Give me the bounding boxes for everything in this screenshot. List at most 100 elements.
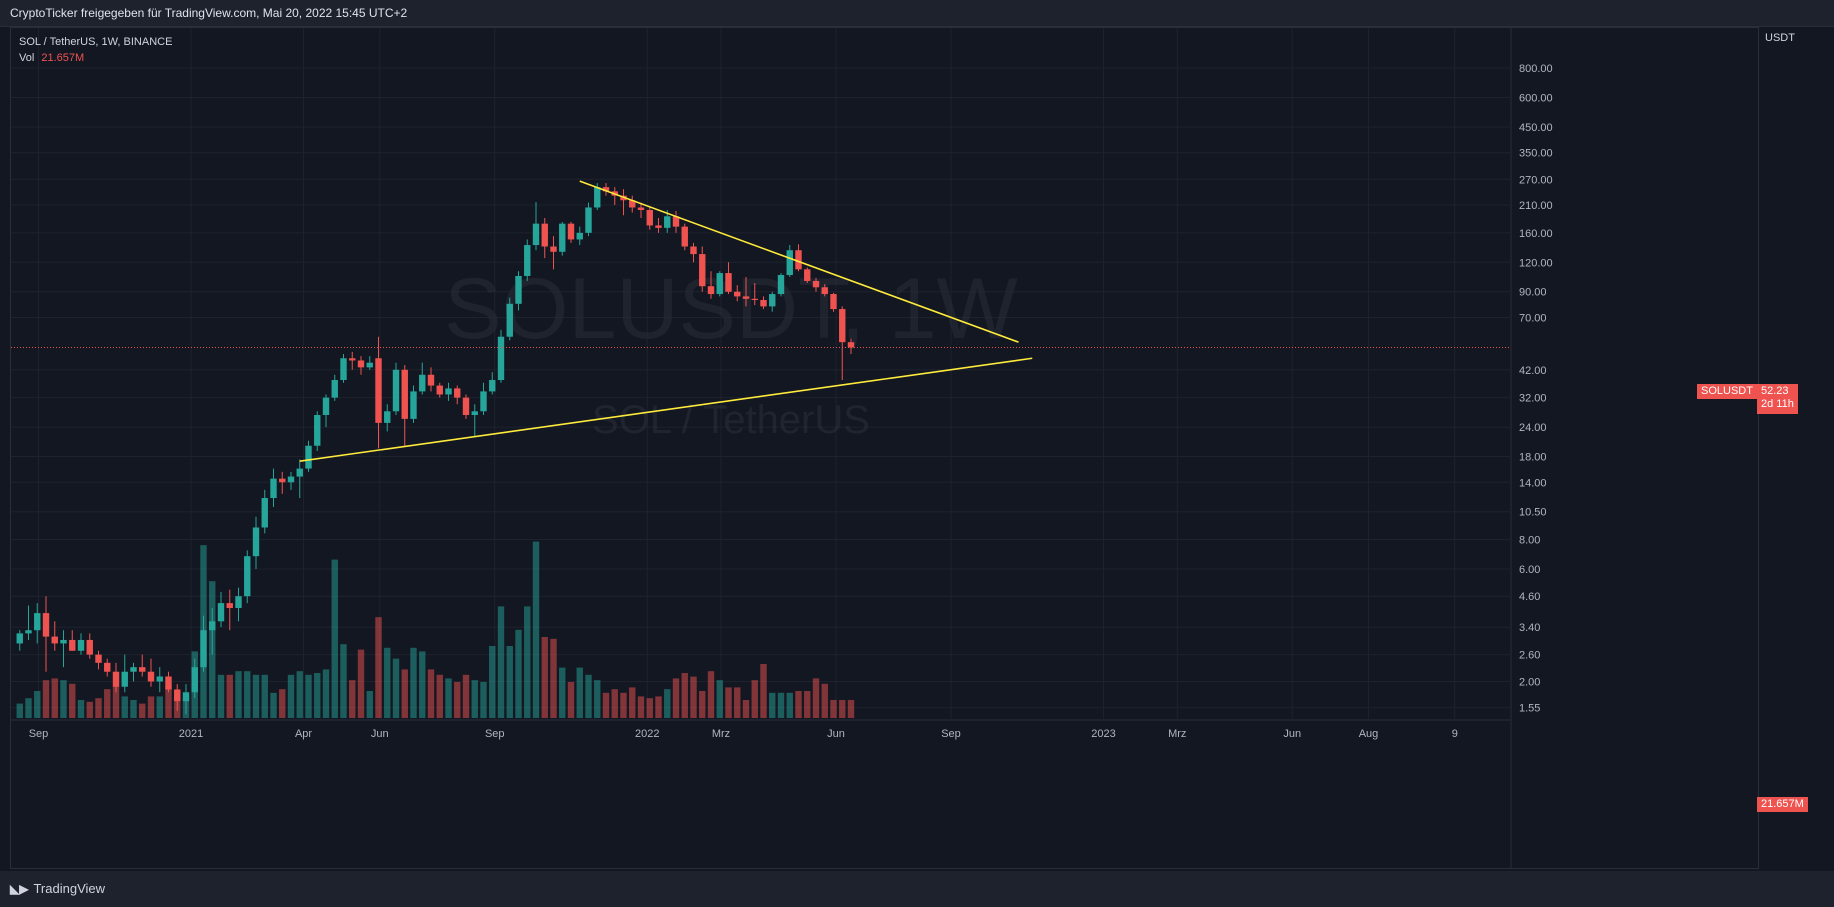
volume-legend-value: 21.657M [41,52,85,64]
volume-bar [252,674,260,718]
candle-body [541,223,548,247]
candle-body [366,362,373,368]
volume-bar [786,692,793,718]
candle-body [174,689,181,702]
tradingview-logo[interactable]: ◣▶ TradingView [10,881,105,896]
volume-legend[interactable]: Vol 21.657M [19,52,84,64]
candle-body [121,671,128,687]
candle-body [261,498,268,528]
candle-body [375,358,382,423]
volume-bar [760,664,767,718]
volume-bar [436,674,443,718]
volume-bar [524,606,531,718]
volume-bar [804,691,811,718]
volume-bar [699,691,706,718]
candle-body [716,273,723,295]
volume-bar [532,541,540,718]
volume-bar [681,673,688,718]
price-axis-label: 18.00 [1519,452,1547,464]
candle-body [235,596,242,608]
candle-body [786,250,793,275]
volume-bar [305,674,312,718]
price-axis-label: 8.00 [1519,535,1540,547]
candle-body [769,294,776,307]
candle-body [821,287,828,295]
price-axis-label: 6.00 [1519,564,1540,576]
volume-bar [410,647,417,718]
candle-body [646,209,653,226]
volume-bar [69,683,76,718]
volume-bar [270,692,277,718]
candle-body [270,478,277,499]
time-axis-label: Mrz [712,728,730,740]
symbol-legend[interactable]: SOL / TetherUS, 1W, BINANCE [19,36,172,48]
time-axis-label: Sep [941,728,961,740]
watermark-description: SOL / TetherUS [592,398,870,442]
bar-countdown: 2d 11h [1761,398,1794,410]
volume-bar [839,700,846,718]
time-axis-label: Jun [371,728,389,740]
candle-body [384,411,391,423]
volume-bar [821,683,828,718]
footer-bar: ◣▶ TradingView [0,871,1834,907]
tradingview-brand-text: TradingView [33,881,106,896]
candle-body [139,667,146,672]
volume-bar [121,696,128,718]
volume-bar [340,644,347,718]
volume-bar [51,678,58,718]
time-axis-label: Sep [485,728,505,740]
volume-bar [279,689,286,718]
volume-bar [357,649,365,718]
candle-body [60,639,67,644]
candle-body [664,216,671,228]
volume-bar [165,685,172,718]
price-axis-label: 42.00 [1519,365,1547,377]
volume-bar [795,691,802,718]
candle-body [42,613,50,637]
volume-bar [112,685,120,718]
candle-body [629,200,636,208]
candle-body [532,223,540,246]
candle-body [559,223,566,252]
symbol-tag-text: SOLUSDT [1701,385,1753,397]
price-axis-label: 2.60 [1519,650,1540,662]
candle-body [419,374,426,392]
volume-bar [60,680,67,718]
volume-bar [16,703,23,718]
price-chart[interactable]: 800.00 600.00 450.00 350.00 270.00 210.00 160.… [11,28,1759,869]
volume-bar [322,669,330,718]
volume-bar [104,689,111,718]
volume-bar [445,678,452,718]
candle-body [812,280,820,288]
candle-body [847,342,855,348]
volume-bar [349,680,356,718]
candle-body [707,286,715,295]
volume-bar [769,692,776,718]
volume-bar [576,667,583,718]
volume-bar [847,700,855,718]
volume-bar [462,674,470,718]
share-header: CryptoTicker freigegeben für TradingView… [0,0,1834,27]
volume-bar [287,674,295,718]
candle-body [226,603,233,608]
volume-bar [217,674,225,718]
trendline-ascending-support [299,357,1033,462]
candle-body [104,662,111,672]
volume-bar [261,674,268,718]
candle-body [16,633,23,644]
volume-bar [454,682,461,718]
candle-body [436,385,443,395]
last-price-value: 52.23 [1761,385,1789,397]
candle-body [34,613,41,631]
time-axis-label: 2023 [1091,728,1115,740]
volume-bar [646,698,653,718]
volume-bar [690,676,697,718]
candle-body [349,358,356,361]
volume-bar [384,647,391,718]
volume-tag: 21.657M [1757,797,1808,812]
price-axis-label: 450.00 [1519,122,1553,134]
candle-body [392,369,400,412]
chart-pane[interactable]: 800.00 600.00 450.00 350.00 270.00 210.00 160.… [10,27,1759,869]
candle-body [305,445,312,469]
volume-bar [664,689,671,718]
